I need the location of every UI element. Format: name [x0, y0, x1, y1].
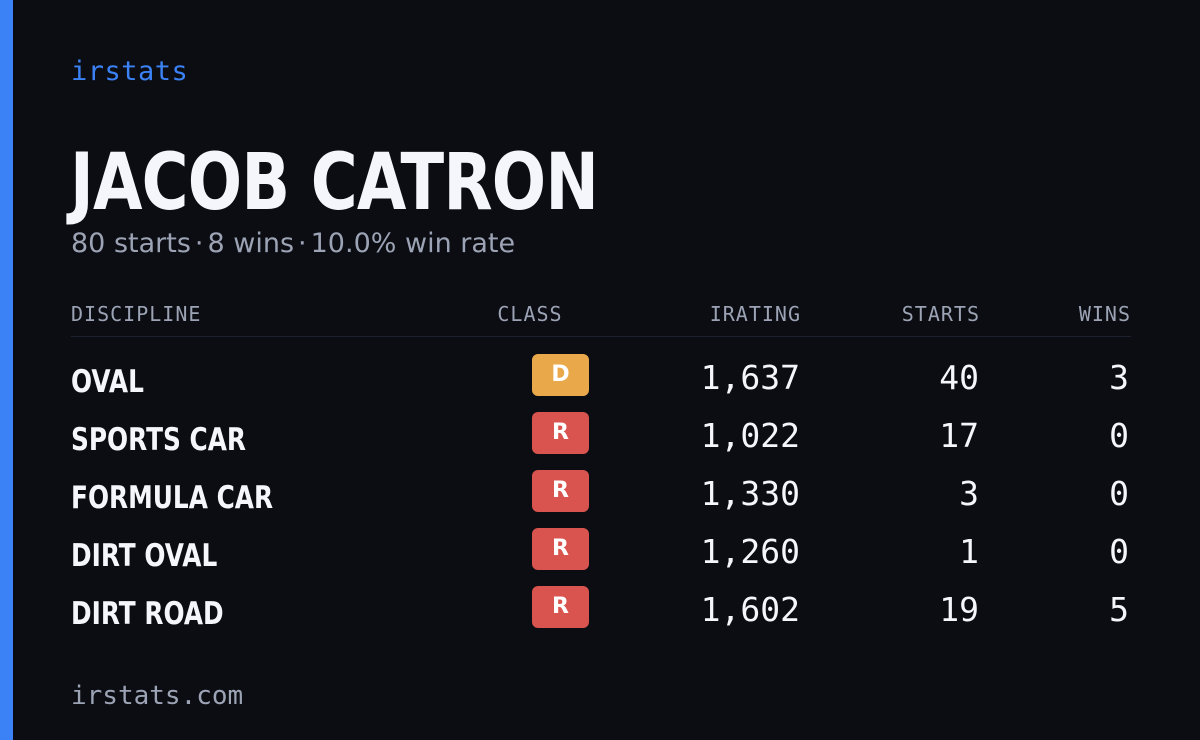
wins-value: 3	[1109, 358, 1129, 397]
driver-summary: 80 starts · 8 wins · 10.0% win rate	[71, 228, 515, 259]
irating-value: 1,022	[700, 416, 800, 455]
table-header: DISCIPLINE CLASS IRATING STARTS WINS	[71, 300, 1131, 337]
header-irating: IRATING	[709, 302, 801, 326]
discipline-table: OVAL D 1,637 40 3 SPORTS CAR R 1,022 17 …	[71, 352, 1131, 642]
class-badge: R	[532, 412, 589, 454]
header-class: CLASS	[497, 302, 563, 326]
starts-value: 1	[959, 532, 979, 571]
discipline-name: DIRT OVAL	[71, 538, 218, 574]
accent-bar	[0, 0, 13, 740]
irating-value: 1,637	[700, 358, 800, 397]
class-badge: R	[532, 528, 589, 570]
header-starts: STARTS	[901, 302, 980, 326]
discipline-name: SPORTS CAR	[71, 422, 247, 458]
summary-separator: ·	[194, 228, 204, 259]
irating-value: 1,260	[700, 532, 800, 571]
starts-value: 40	[939, 358, 979, 397]
wins-value: 0	[1109, 416, 1129, 455]
summary-starts: 80 starts	[71, 228, 191, 259]
wins-value: 0	[1109, 474, 1129, 513]
wins-value: 0	[1109, 532, 1129, 571]
summary-win-rate: 10.0% win rate	[310, 228, 516, 259]
starts-value: 17	[939, 416, 979, 455]
summary-wins: 8 wins	[207, 228, 295, 259]
summary-separator: ·	[298, 228, 307, 259]
header-wins: WINS	[1078, 302, 1131, 326]
discipline-name: OVAL	[71, 364, 144, 400]
class-badge: D	[532, 354, 589, 396]
driver-name: JACOB CATRON	[70, 138, 599, 228]
table-row: SPORTS CAR R 1,022 17 0	[71, 410, 1131, 468]
header-discipline: DISCIPLINE	[71, 302, 202, 326]
starts-value: 3	[959, 474, 979, 513]
table-row: DIRT ROAD R 1,602 19 5	[71, 584, 1131, 642]
brand-logo[interactable]: irstats	[71, 56, 189, 87]
table-row: DIRT OVAL R 1,260 1 0	[71, 526, 1131, 584]
discipline-name: FORMULA CAR	[71, 480, 274, 516]
table-row: OVAL D 1,637 40 3	[71, 352, 1131, 410]
class-badge: R	[532, 470, 589, 512]
irating-value: 1,602	[700, 590, 800, 629]
table-row: FORMULA CAR R 1,330 3 0	[71, 468, 1131, 526]
discipline-name: DIRT ROAD	[71, 596, 224, 632]
wins-value: 5	[1109, 590, 1129, 629]
irating-value: 1,330	[700, 474, 800, 513]
footer-url[interactable]: irstats.com	[71, 681, 244, 711]
class-badge: R	[532, 586, 589, 628]
starts-value: 19	[939, 590, 979, 629]
